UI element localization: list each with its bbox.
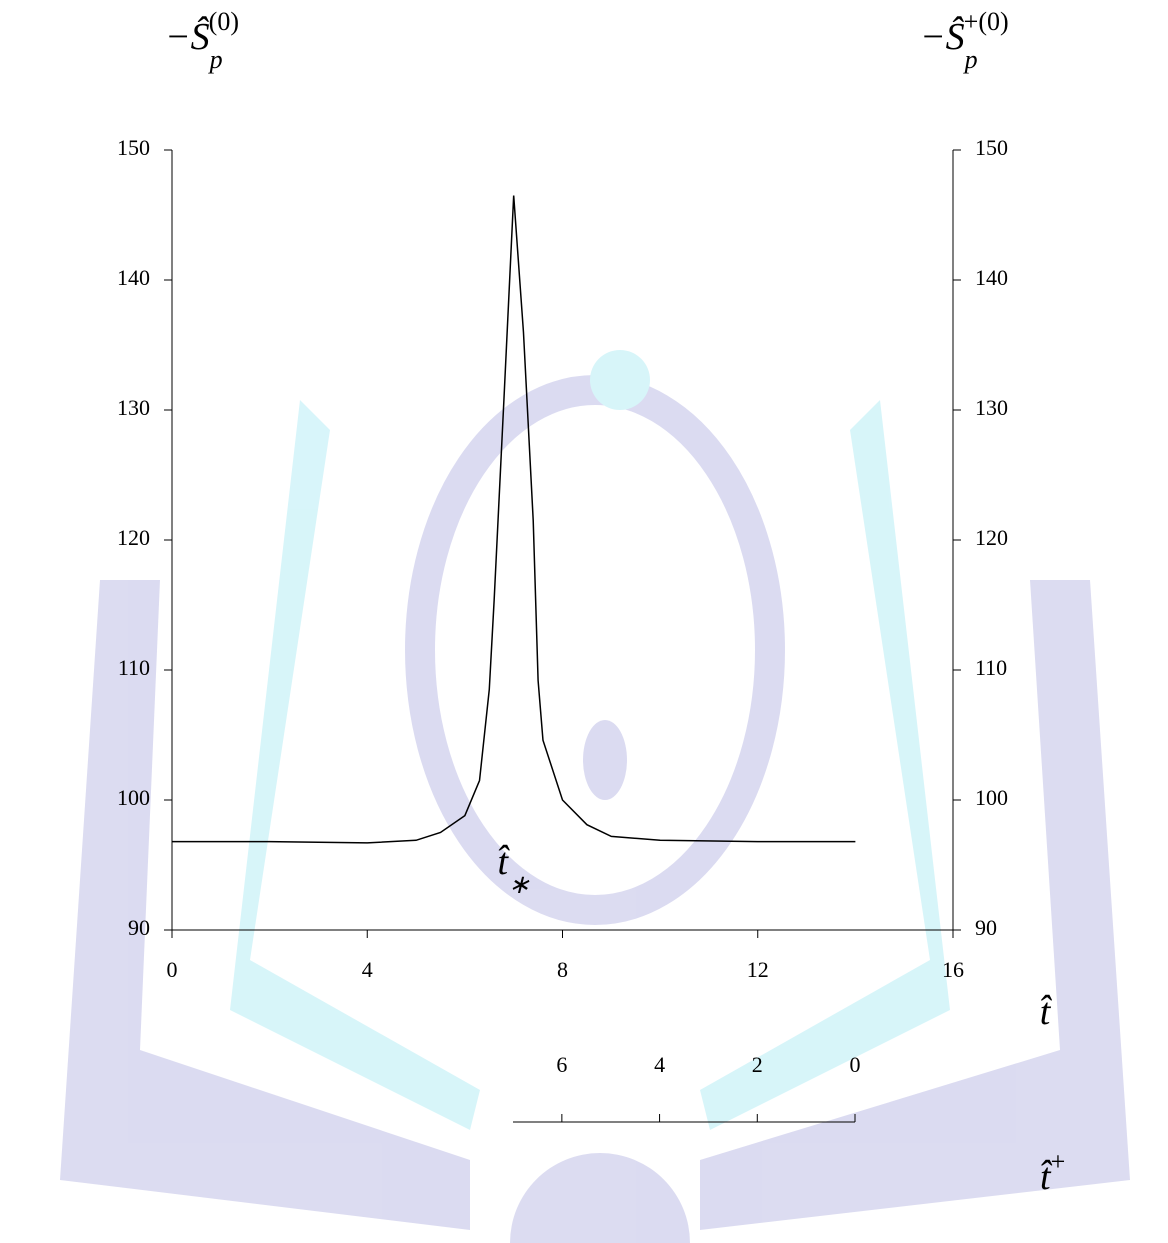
chart: 9010011012013014015090100110120130140150… [0, 0, 1168, 1243]
label-main: −Ŝ [165, 16, 210, 58]
y-tick-label: 130 [117, 395, 150, 420]
x-label: t̂ [1040, 991, 1053, 1033]
x-tick-label: 16 [942, 957, 964, 982]
label-main: −Ŝ [920, 16, 965, 58]
y-tick-label: 140 [117, 265, 150, 290]
x-tick-label: 8 [557, 957, 568, 982]
y2-tick-label: 100 [975, 785, 1008, 810]
label-sup: + [1051, 1147, 1066, 1176]
watermark [60, 350, 1130, 1243]
label-sup: +(0) [964, 7, 1009, 36]
y2-tick-label: 140 [975, 265, 1008, 290]
label-sub: ∗ [508, 870, 530, 899]
x2-tick-label: 6 [556, 1052, 567, 1077]
x2-tick-label: 2 [752, 1052, 763, 1077]
y2-tick-label: 90 [975, 915, 997, 940]
label-sub: p [208, 45, 223, 74]
y-tick-label: 100 [117, 785, 150, 810]
x-tick-label: 4 [362, 957, 373, 982]
y2-tick-label: 130 [975, 395, 1008, 420]
y2-tick-label: 110 [975, 655, 1007, 680]
y2-tick-label: 120 [975, 525, 1008, 550]
x-tick-label: 12 [747, 957, 769, 982]
label-main: t̂ [1040, 991, 1053, 1033]
label-sub: p [963, 45, 978, 74]
y2-tick-label: 150 [975, 135, 1008, 160]
x-tick-label: 0 [167, 957, 178, 982]
y-tick-label: 90 [128, 915, 150, 940]
y-tick-label: 110 [118, 655, 150, 680]
y-label: −Ŝp (0) [165, 7, 239, 74]
x2-tick-label: 4 [654, 1052, 665, 1077]
label-sup: (0) [209, 7, 239, 36]
y-tick-label: 120 [117, 525, 150, 550]
y-tick-label: 150 [117, 135, 150, 160]
x2-tick-label: 0 [850, 1052, 861, 1077]
y2-label: −Ŝp +(0) [920, 7, 1009, 74]
